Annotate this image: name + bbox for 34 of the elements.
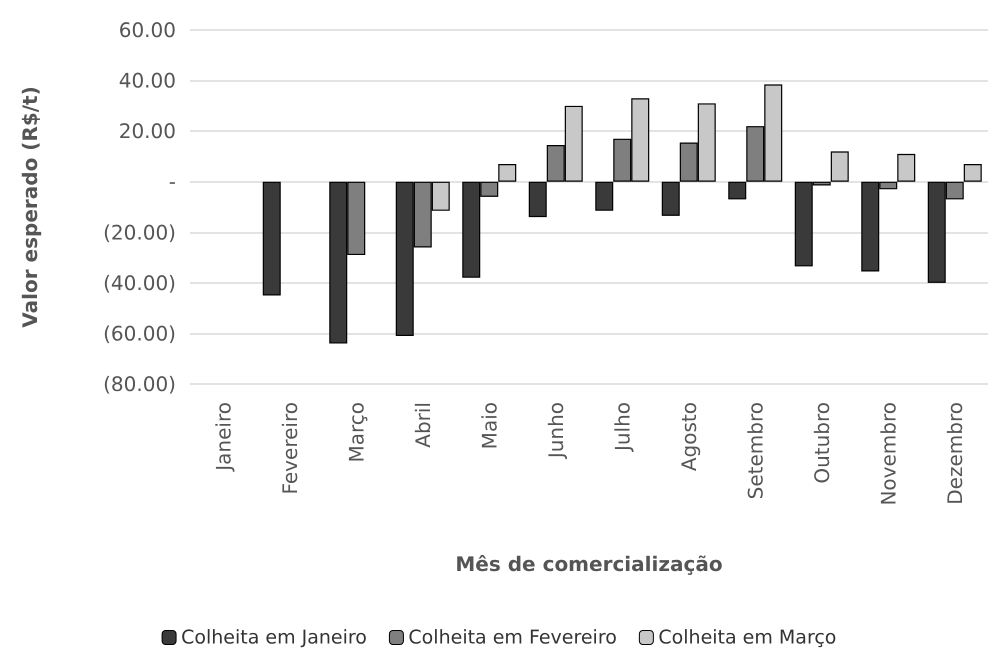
x-tick-label: Maio (477, 402, 502, 450)
y-tick-label: (40.00) (103, 270, 176, 295)
x-tick-label: Janeiro (211, 402, 236, 473)
y-tick-label: (80.00) (103, 372, 176, 396)
y-tick-label: 20.00 (118, 119, 176, 144)
y-tick-label: (60.00) (103, 321, 176, 346)
x-tick-label: Junho (544, 402, 568, 460)
bar (662, 182, 680, 216)
x-tick-label: Agosto (676, 402, 701, 472)
x-tick-label: Outubro (810, 402, 834, 484)
y-tick-label: - (168, 170, 176, 194)
y-tick-label: 40.00 (118, 68, 176, 93)
y-tick-label: (20.00) (103, 220, 176, 244)
bar (595, 182, 614, 211)
x-tick-label: Fevereiro (278, 402, 302, 495)
bar (964, 164, 982, 182)
bar (728, 182, 746, 200)
x-tick-label: Dezembro (942, 402, 967, 505)
x-tick-label: Abril (410, 402, 435, 448)
bar (528, 182, 547, 218)
x-tick-label: Novembro (876, 402, 900, 506)
x-tick-label: Março (344, 402, 368, 463)
bar (897, 154, 916, 182)
bar (830, 151, 849, 182)
legend-label: Colheita em Janeiro (181, 626, 367, 648)
bar (498, 164, 516, 182)
legend-label: Colheita em Março (658, 626, 836, 648)
y-tick-label: 60.00 (118, 18, 176, 42)
y-axis-title: Valor esperado (R$/t) (18, 86, 42, 328)
bar (262, 182, 281, 296)
legend-label: Colheita em Fevereiro (408, 626, 617, 648)
x-tick-label: Julho (610, 402, 634, 454)
x-axis-title: Mês de comercialização (455, 552, 723, 576)
x-tick-label: Setembro (743, 402, 768, 500)
